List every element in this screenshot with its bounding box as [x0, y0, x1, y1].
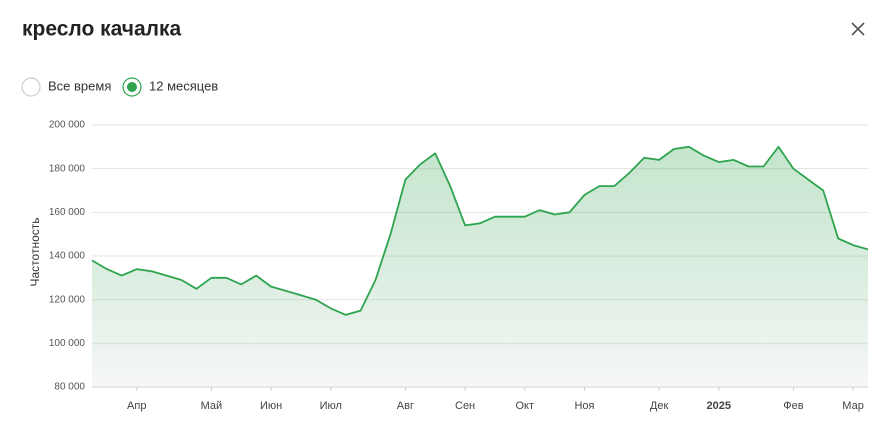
y-tick-label: 140 000 — [49, 251, 86, 262]
x-tick-label: Апр — [127, 400, 146, 412]
x-tick-label: Мар — [842, 400, 864, 412]
y-axis-label: Частотность — [28, 218, 42, 287]
close-button[interactable] — [851, 22, 865, 36]
x-tick-label: Фев — [783, 400, 803, 412]
x-tick-label: Дек — [650, 400, 669, 412]
radio-all-time[interactable]: Все время — [21, 77, 111, 97]
y-tick-label: 80 000 — [54, 382, 85, 393]
x-tick-label: Июл — [320, 400, 342, 412]
y-tick-label: 160 000 — [49, 207, 86, 218]
line — [91, 145, 869, 316]
x-tick-label: Авг — [397, 400, 414, 412]
x-tick-label: Ноя — [574, 400, 594, 412]
y-tick-label: 100 000 — [49, 338, 86, 349]
area — [92, 146, 868, 387]
radio-label: Все время — [48, 78, 111, 93]
y-tick-label: 200 000 — [49, 120, 86, 131]
radio-12-months[interactable]: 12 месяцев — [122, 77, 218, 97]
plot: 80 000 100 000 120 000 140 000 160 000 180 00… — [49, 120, 869, 412]
x-tick-label: Май — [201, 400, 223, 412]
x-tick-label: 2025 — [707, 400, 731, 412]
y-tick-label: 180 000 — [49, 163, 86, 174]
page-title: кресло качалка — [22, 18, 182, 41]
x-tick-label: Окт — [516, 400, 535, 412]
x-tick-label: Сен — [455, 400, 475, 412]
x-tick-label: Июн — [260, 400, 282, 412]
y-tick-label: 120 000 — [49, 294, 86, 305]
radio-label: 12 месяцев — [149, 78, 218, 93]
